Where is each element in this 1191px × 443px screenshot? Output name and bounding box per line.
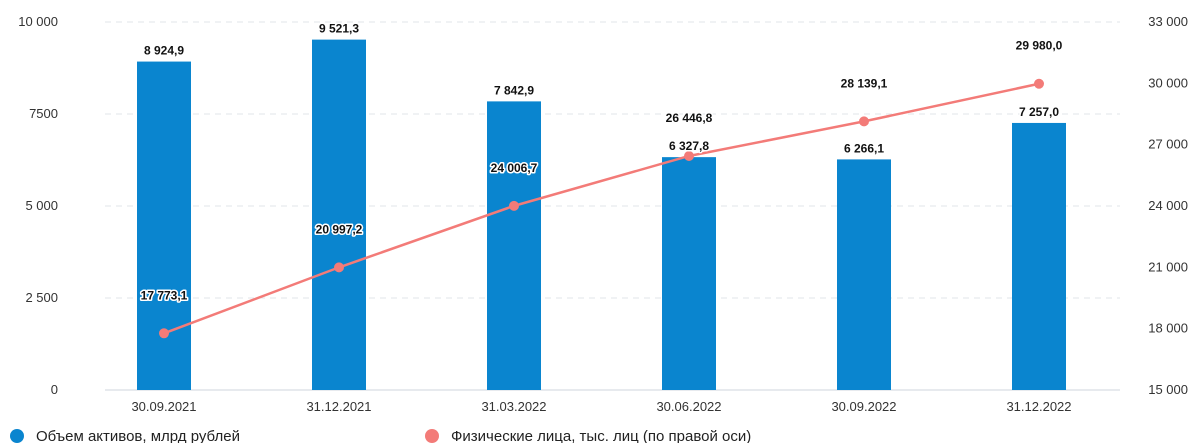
bar xyxy=(137,61,191,390)
y-left-tick-label: 5 000 xyxy=(25,198,58,213)
line-path xyxy=(163,82,1040,335)
y-right-tick-label: 30 000 xyxy=(1148,75,1188,90)
y-left-tick-label: 2 500 xyxy=(25,290,58,305)
line-value-label: 24 006,7 xyxy=(491,161,538,175)
line-point xyxy=(334,262,344,273)
x-tick-label: 31.12.2022 xyxy=(1006,399,1071,414)
x-tick-label: 30.09.2021 xyxy=(131,399,196,414)
y-right-tick-label: 21 000 xyxy=(1148,259,1188,274)
bar xyxy=(662,157,716,390)
x-tick-label: 31.12.2021 xyxy=(306,399,371,414)
line-value-label: 20 997,2 xyxy=(316,222,363,236)
legend-label: Физические лица, тыс. лиц (по правой оси… xyxy=(451,428,751,443)
x-tick-label: 30.09.2022 xyxy=(831,399,896,414)
y-right-tick-label: 33 000 xyxy=(1148,14,1188,29)
y-left-tick-label: 0 xyxy=(51,382,58,397)
legend-label: Объем активов, млрд рублей xyxy=(36,428,240,443)
bar xyxy=(1012,122,1066,391)
bar-value-label: 9 521,3 xyxy=(319,22,359,36)
gridlines xyxy=(105,21,1120,391)
y-right-tick-label: 15 000 xyxy=(1148,382,1188,397)
bar xyxy=(837,159,891,390)
bar-value-label: 6 327,8 xyxy=(669,139,709,153)
legend-marker xyxy=(425,429,439,443)
bar-series xyxy=(137,39,1066,391)
axes: 0 2 500 5 000 7500 10 000 15 000 18 000 21 000 2… xyxy=(18,14,1188,414)
bar-value-label: 7 257,0 xyxy=(1019,105,1059,119)
legend-marker xyxy=(10,429,24,443)
bar xyxy=(487,101,541,390)
line-point xyxy=(684,150,694,161)
y-right-tick-label: 18 000 xyxy=(1148,321,1188,336)
line-point xyxy=(159,328,169,339)
line-point xyxy=(509,200,519,211)
data-labels: 8 924,9 9 521,3 7 842,9 6 327,8 6 266,1 7 257… xyxy=(139,20,1064,304)
line-point xyxy=(859,116,869,127)
x-tick-label: 30.06.2022 xyxy=(656,399,721,414)
y-left-tick-label: 10 000 xyxy=(18,14,58,29)
line-value-label: 26 446,8 xyxy=(666,111,713,125)
line-value-label: 28 139,1 xyxy=(841,76,888,90)
bar-value-label: 7 842,9 xyxy=(494,83,534,97)
bar-value-label: 6 266,1 xyxy=(844,141,884,155)
bar xyxy=(312,39,366,391)
line-point xyxy=(1034,78,1044,89)
y-right-tick-label: 24 000 xyxy=(1148,198,1188,213)
line-value-label: 17 773,1 xyxy=(141,288,188,302)
x-tick-label: 31.03.2022 xyxy=(481,399,546,414)
line-series xyxy=(159,78,1044,339)
line-value-label: 29 980,0 xyxy=(1016,39,1063,53)
bar-value-label: 8 924,9 xyxy=(144,44,184,58)
legend: Объем активов, млрд рублей Физические лиц… xyxy=(10,428,751,443)
y-left-tick-label: 7500 xyxy=(29,106,58,121)
y-right-tick-label: 27 000 xyxy=(1148,137,1188,152)
